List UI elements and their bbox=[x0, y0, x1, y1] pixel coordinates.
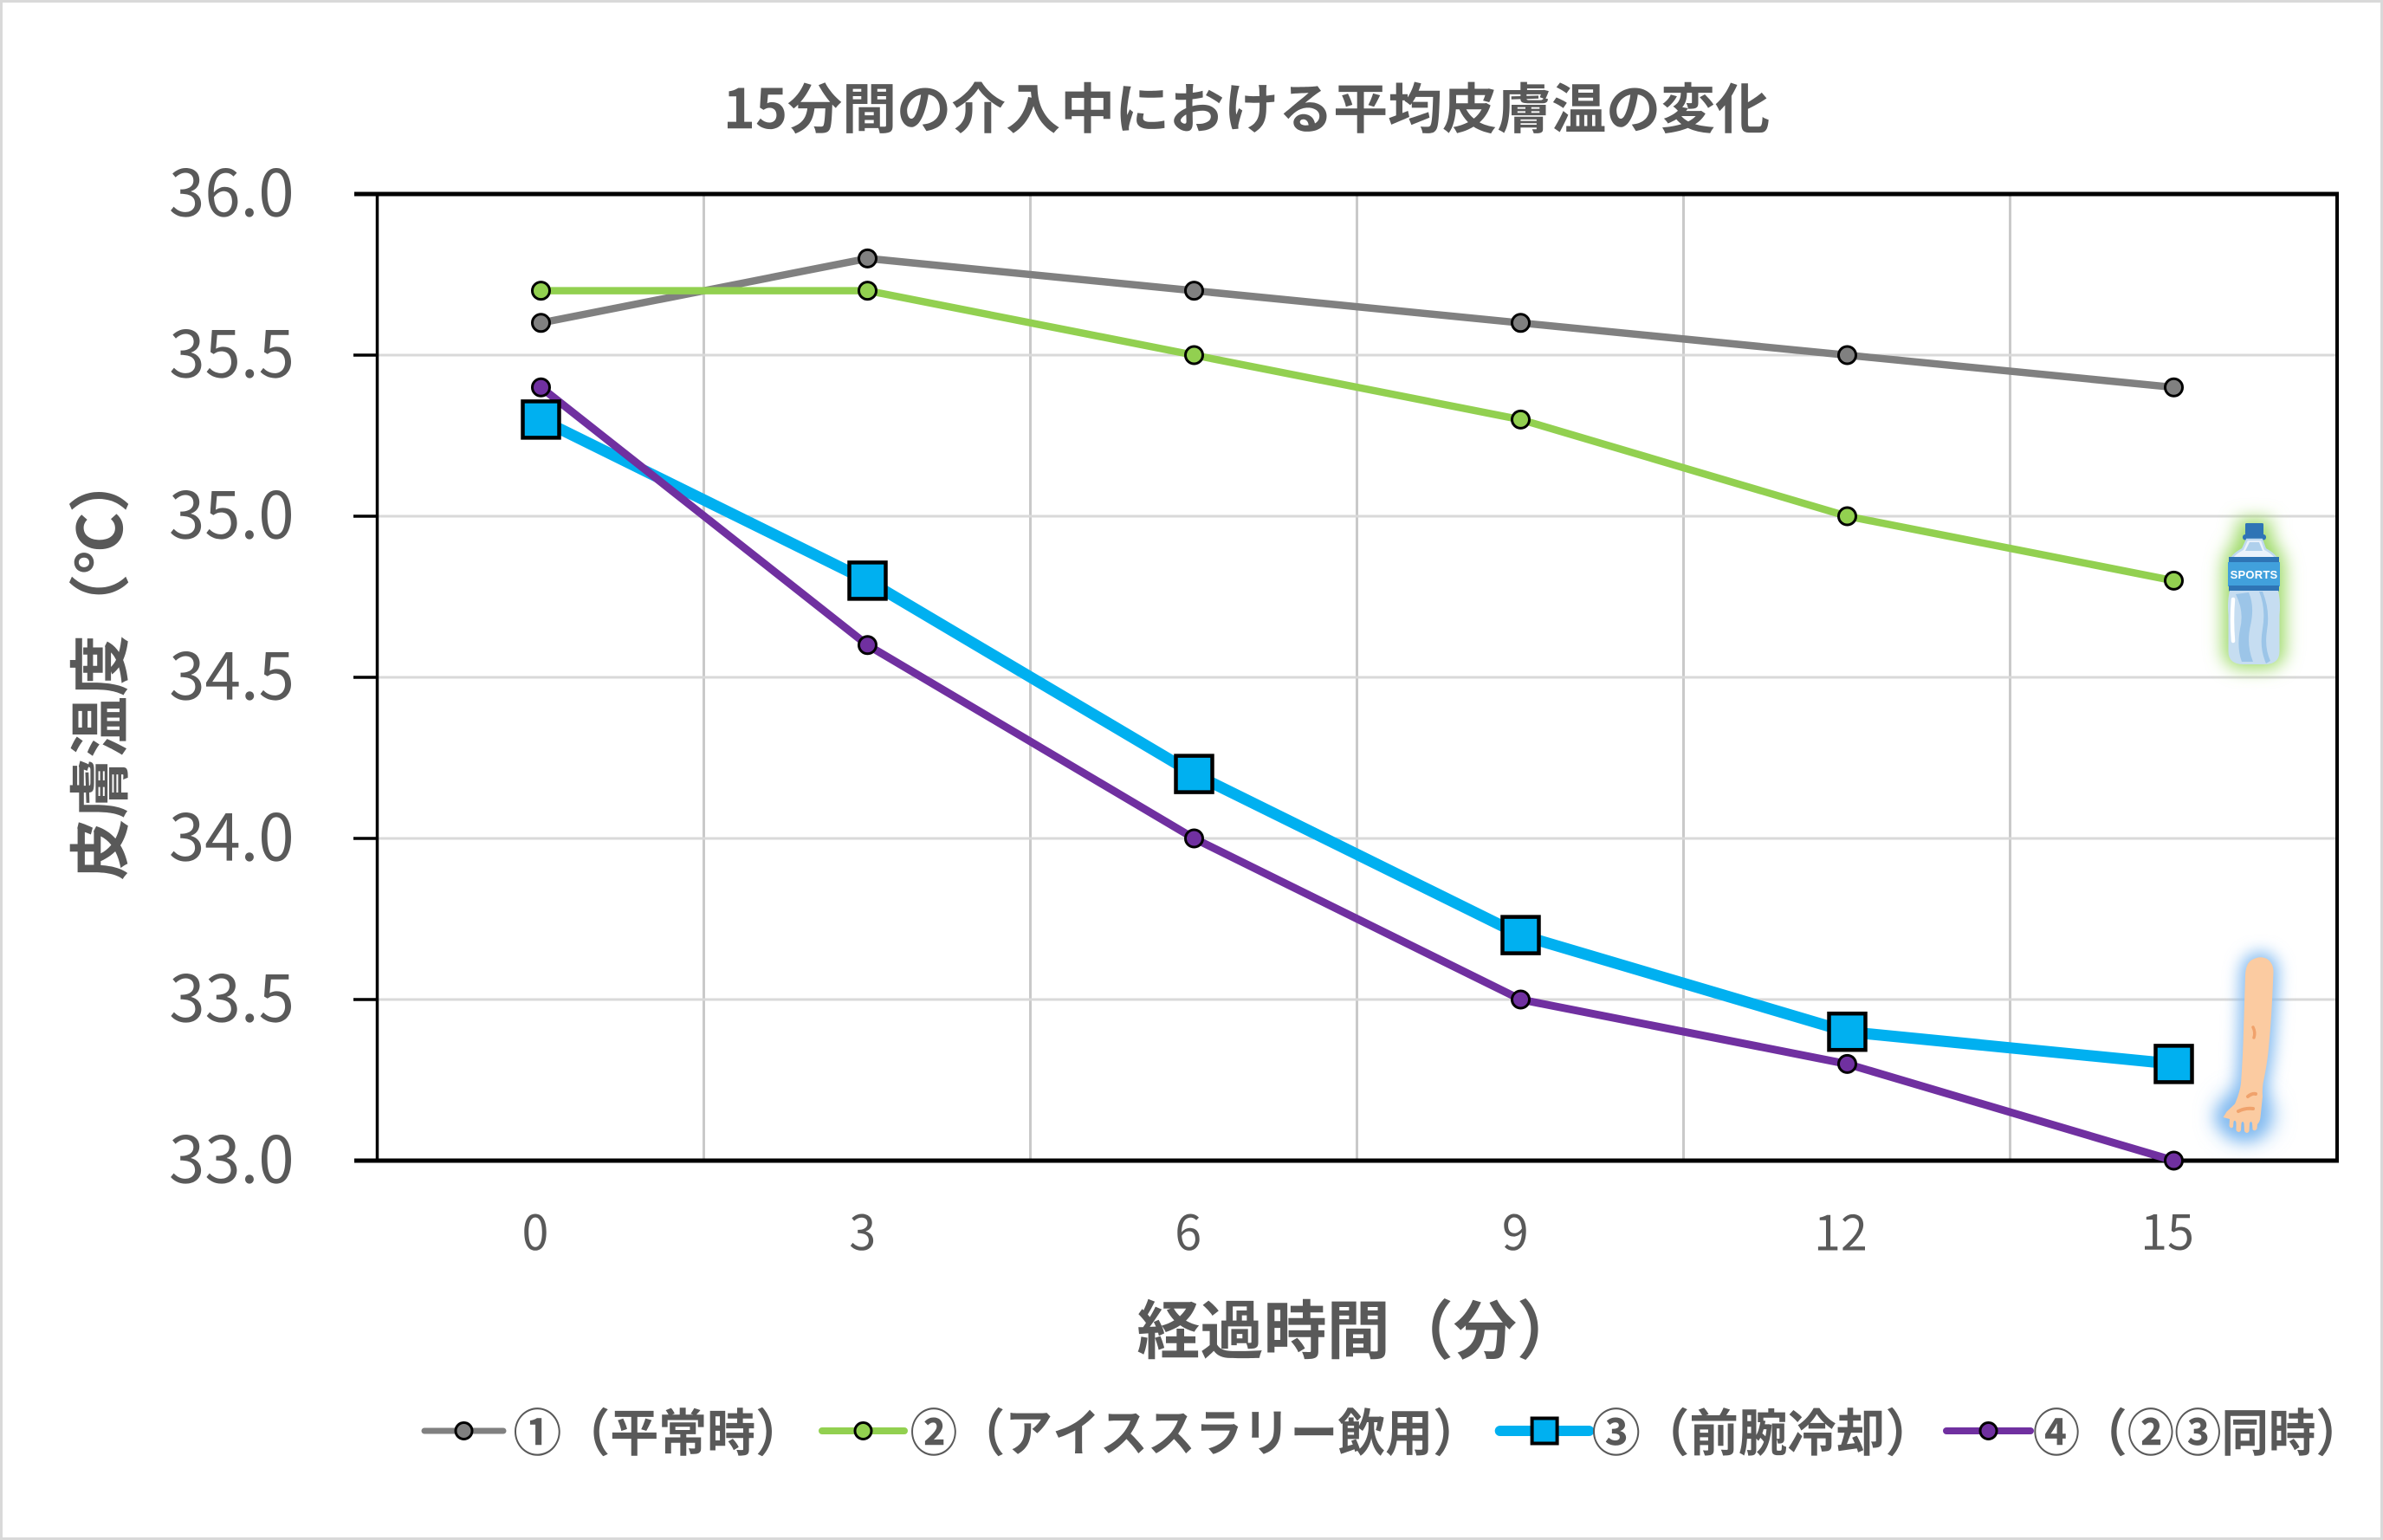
svg-text:SPORTS: SPORTS bbox=[2231, 568, 2278, 581]
